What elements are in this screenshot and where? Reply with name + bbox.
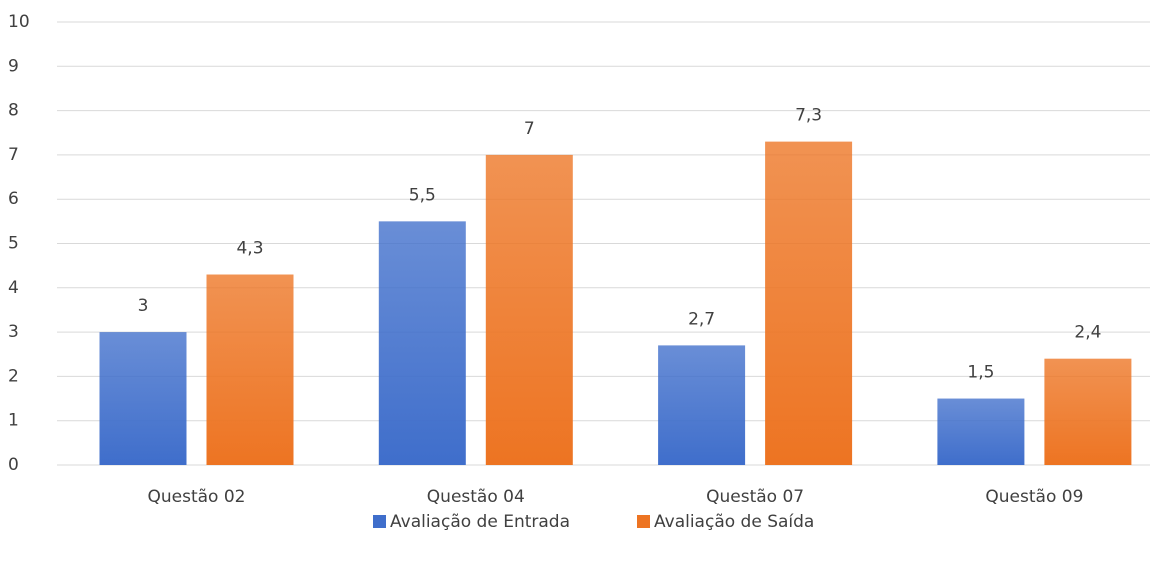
bar <box>937 398 1025 465</box>
y-tick-label: 10 <box>8 12 30 32</box>
x-tick-label: Questão 09 <box>985 487 1083 507</box>
bar <box>1044 358 1132 465</box>
x-tick-label: Questão 07 <box>706 487 804 507</box>
bar <box>378 221 466 465</box>
legend-label: Avaliação de Entrada <box>390 512 570 532</box>
data-label: 2,7 <box>688 309 715 329</box>
data-label: 7 <box>524 119 535 139</box>
x-tick-label: Questão 04 <box>427 487 525 507</box>
legend-swatch <box>373 515 386 528</box>
y-tick-label: 2 <box>8 366 19 386</box>
y-tick-label: 4 <box>8 278 19 298</box>
bar <box>206 274 294 465</box>
data-label: 3 <box>138 296 149 316</box>
data-label: 4,3 <box>236 239 263 259</box>
data-label: 2,4 <box>1074 323 1101 343</box>
data-label: 5,5 <box>409 185 436 205</box>
y-tick-label: 9 <box>8 56 19 76</box>
y-tick-label: 1 <box>8 411 19 431</box>
legend-label: Avaliação de Saída <box>654 512 814 532</box>
bar <box>765 141 853 466</box>
y-tick-label: 5 <box>8 234 19 254</box>
y-tick-label: 8 <box>8 101 19 121</box>
y-tick-label: 6 <box>8 189 19 209</box>
data-label: 7,3 <box>795 106 822 126</box>
x-tick-label: Questão 02 <box>148 487 246 507</box>
bar <box>658 345 746 465</box>
bar <box>99 332 187 465</box>
legend-swatch <box>637 515 650 528</box>
y-tick-label: 0 <box>8 455 19 475</box>
y-tick-label: 3 <box>8 322 19 342</box>
data-label: 1,5 <box>967 363 994 383</box>
bar <box>485 154 573 465</box>
y-tick-label: 7 <box>8 145 19 165</box>
